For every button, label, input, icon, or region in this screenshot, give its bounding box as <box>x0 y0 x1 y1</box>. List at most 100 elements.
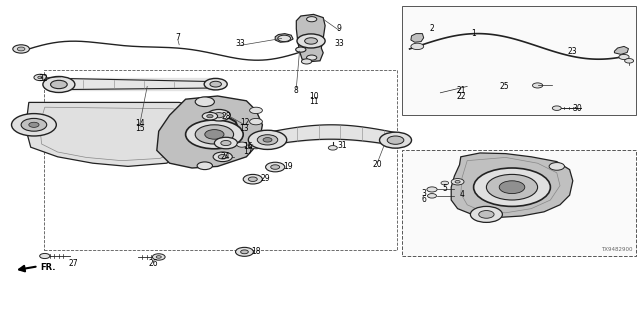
Polygon shape <box>157 96 262 168</box>
Ellipse shape <box>278 35 291 42</box>
Text: 11: 11 <box>309 97 318 106</box>
Ellipse shape <box>236 247 253 256</box>
Text: 5: 5 <box>442 184 447 193</box>
Ellipse shape <box>51 80 67 89</box>
Ellipse shape <box>248 177 257 181</box>
Ellipse shape <box>441 181 449 185</box>
Ellipse shape <box>250 142 262 149</box>
Polygon shape <box>614 46 628 54</box>
Ellipse shape <box>428 194 436 198</box>
Text: 31: 31 <box>337 141 348 150</box>
Text: 20: 20 <box>372 160 383 169</box>
Ellipse shape <box>411 43 424 50</box>
Bar <box>44 70 397 250</box>
Ellipse shape <box>218 155 227 159</box>
Text: 23: 23 <box>568 47 578 56</box>
Ellipse shape <box>243 174 262 184</box>
Text: 16: 16 <box>243 142 253 151</box>
Text: 22: 22 <box>456 92 465 100</box>
Ellipse shape <box>197 162 212 170</box>
Ellipse shape <box>207 115 213 118</box>
Text: 1: 1 <box>471 29 476 38</box>
Ellipse shape <box>221 140 231 146</box>
Polygon shape <box>275 34 293 42</box>
Text: 29: 29 <box>260 174 271 183</box>
Text: 6: 6 <box>422 195 427 204</box>
Text: FR.: FR. <box>40 263 56 272</box>
Ellipse shape <box>387 136 404 144</box>
Ellipse shape <box>257 135 278 145</box>
Ellipse shape <box>486 174 538 200</box>
Ellipse shape <box>532 83 543 88</box>
Ellipse shape <box>186 120 243 149</box>
Text: 33: 33 <box>235 39 245 48</box>
Ellipse shape <box>205 130 224 139</box>
Ellipse shape <box>328 146 337 150</box>
Text: 12: 12 <box>240 118 249 127</box>
Bar <box>402 6 636 115</box>
Ellipse shape <box>301 59 312 64</box>
Text: 10: 10 <box>308 92 319 100</box>
Ellipse shape <box>214 113 224 118</box>
Text: 14: 14 <box>134 119 145 128</box>
Text: 4: 4 <box>460 190 465 199</box>
Ellipse shape <box>38 76 43 79</box>
Text: TX9482900: TX9482900 <box>601 247 632 252</box>
Ellipse shape <box>237 142 247 147</box>
Ellipse shape <box>619 54 629 60</box>
Ellipse shape <box>427 187 437 192</box>
Ellipse shape <box>34 74 47 81</box>
Ellipse shape <box>29 122 39 127</box>
Ellipse shape <box>12 114 56 136</box>
Text: 30: 30 <box>572 104 582 113</box>
Text: 32: 32 <box>38 74 49 83</box>
Ellipse shape <box>241 250 248 254</box>
Ellipse shape <box>250 107 262 114</box>
Text: 2: 2 <box>429 24 435 33</box>
Ellipse shape <box>307 55 317 60</box>
Ellipse shape <box>552 106 561 110</box>
Ellipse shape <box>248 130 287 149</box>
Ellipse shape <box>250 118 262 125</box>
Polygon shape <box>26 102 205 166</box>
Text: 21: 21 <box>456 86 465 95</box>
Ellipse shape <box>297 34 325 48</box>
Ellipse shape <box>455 180 460 183</box>
Ellipse shape <box>380 132 412 148</box>
Ellipse shape <box>43 76 75 92</box>
Polygon shape <box>451 153 573 218</box>
Text: 26: 26 <box>148 259 159 268</box>
Ellipse shape <box>470 206 502 222</box>
Ellipse shape <box>207 109 230 121</box>
Text: 33: 33 <box>334 39 344 48</box>
Ellipse shape <box>202 112 218 120</box>
Text: 27: 27 <box>68 259 79 268</box>
Text: 13: 13 <box>239 124 250 132</box>
Polygon shape <box>411 34 424 42</box>
Text: 19: 19 <box>283 162 293 171</box>
Ellipse shape <box>214 137 237 149</box>
Text: 15: 15 <box>134 124 145 133</box>
Ellipse shape <box>549 163 564 170</box>
Ellipse shape <box>195 125 234 144</box>
Ellipse shape <box>296 47 306 52</box>
Text: 7: 7 <box>175 33 180 42</box>
Text: 8: 8 <box>294 86 299 95</box>
Bar <box>402 150 636 256</box>
Ellipse shape <box>21 118 47 131</box>
Ellipse shape <box>474 168 550 206</box>
Text: 28: 28 <box>221 112 230 121</box>
Ellipse shape <box>195 97 214 107</box>
Ellipse shape <box>13 45 29 53</box>
Ellipse shape <box>204 78 227 90</box>
Text: 17: 17 <box>243 147 253 156</box>
Text: 25: 25 <box>499 82 509 91</box>
Text: 24: 24 <box>220 152 230 161</box>
Ellipse shape <box>40 253 50 259</box>
Text: 3: 3 <box>422 189 427 198</box>
Ellipse shape <box>307 17 317 22</box>
Ellipse shape <box>451 179 464 185</box>
Ellipse shape <box>213 152 232 162</box>
Ellipse shape <box>499 181 525 194</box>
Ellipse shape <box>479 211 494 218</box>
